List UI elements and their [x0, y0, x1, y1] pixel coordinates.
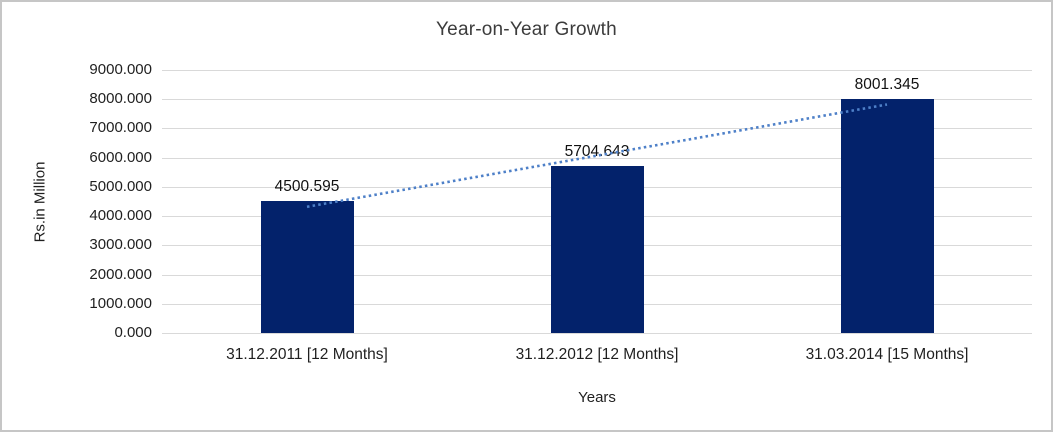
bar-value-label: 8001.345: [854, 76, 920, 94]
y-tick-label: 4000.000: [89, 207, 152, 225]
plot-area: 4500.595 5704.643 8001.345: [162, 70, 1032, 334]
x-axis-title: Years: [578, 389, 616, 406]
gridline: [162, 128, 1032, 130]
bar-31.12.2012 [12 Months]: [550, 166, 644, 333]
trendline-layer: [306, 103, 888, 209]
bar-value-label: 4500.595: [274, 178, 340, 196]
gridline: [162, 333, 1032, 334]
linear-trendline: [306, 103, 888, 209]
y-tick-label: 3000.000: [89, 236, 152, 254]
y-tick-label: 5000.000: [89, 177, 152, 195]
y-tick-label: 1000.000: [89, 294, 152, 312]
y-axis-title: Rs.in Million: [31, 161, 49, 243]
y-tick-label: 2000.000: [89, 265, 152, 283]
chart-title: Year-on-Year Growth: [436, 19, 617, 40]
x-category-label: 31.12.2011 [12 Months]: [226, 346, 388, 363]
gridline: [162, 99, 1032, 101]
gridline: [162, 70, 1032, 71]
x-category-label: 31.03.2014 [15 Months]: [805, 346, 969, 363]
y-tick-label: 6000.000: [89, 148, 152, 166]
y-tick-label: 7000.000: [89, 119, 152, 137]
bar-value-label: 5704.643: [564, 143, 630, 161]
gridline: [162, 157, 1032, 159]
y-tick-label: 0.000: [114, 324, 152, 341]
bar-31.03.2014 [15 Months]: [840, 99, 934, 333]
y-tick-label: 9000.000: [89, 61, 152, 78]
bar-31.12.2011 [12 Months]: [260, 201, 354, 333]
x-category-label: 31.12.2012 [12 Months]: [515, 346, 679, 363]
y-tick-label: 8000.000: [89, 90, 152, 108]
